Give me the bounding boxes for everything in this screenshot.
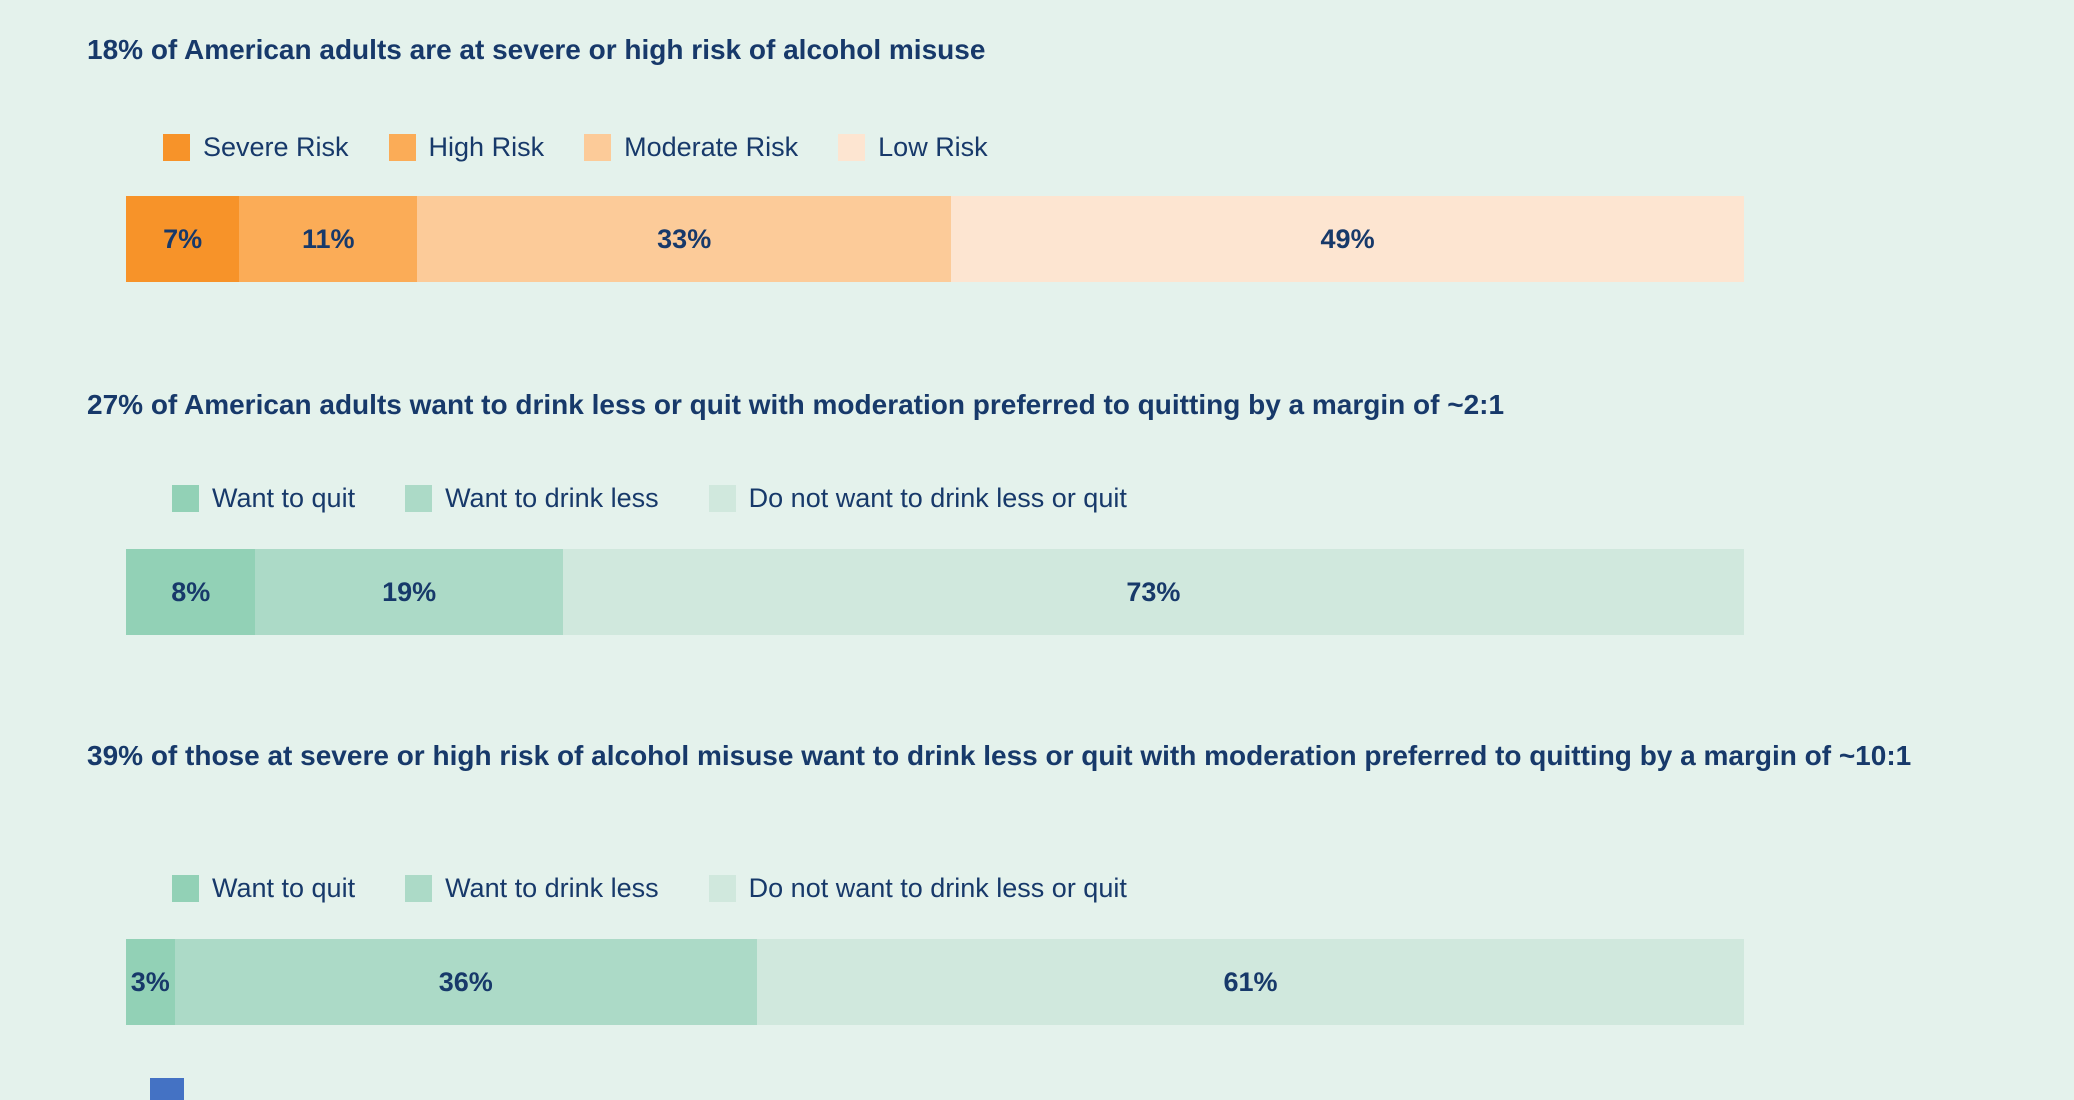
legend-item: Want to drink less (405, 483, 659, 514)
bar-segment: 7% (126, 196, 240, 282)
legend: Want to quit Want to drink less Do not wan… (172, 873, 1127, 904)
bar-segment: 8% (126, 549, 256, 635)
legend-swatch-icon (708, 875, 736, 902)
legend-swatch-icon (172, 485, 199, 512)
legend-item: High Risk (388, 132, 545, 163)
legend-swatch-icon (388, 134, 416, 161)
legend-item: Want to quit (172, 483, 355, 514)
stacked-bar: 8% 19% 73% (126, 549, 1744, 635)
legend-item: Low Risk (838, 132, 988, 163)
bar-segment-label: 7% (163, 223, 203, 254)
bar-segment-label: 61% (1223, 966, 1278, 997)
legend-label: Want to drink less (445, 483, 659, 513)
legend-item: Want to quit (172, 873, 355, 904)
bar-segment: 73% (562, 549, 1744, 635)
bar-segment: 11% (239, 196, 418, 282)
bar-segment-label: 73% (1126, 576, 1181, 607)
bar-segment-label: 3% (130, 966, 170, 997)
legend-label: Moderate Risk (624, 132, 799, 162)
stacked-bar: 3% 36% 61% (126, 939, 1744, 1025)
legend-item: Do not want to drink less or quit (708, 483, 1127, 514)
legend-item: Moderate Risk (584, 132, 798, 163)
legend-item: Want to drink less (405, 873, 659, 904)
bar-segment: 49% (951, 196, 1744, 282)
legend-label: Want to quit (212, 483, 356, 513)
bar-segment-label: 33% (657, 223, 712, 254)
legend-swatch-icon (708, 485, 736, 512)
legend-label: Severe Risk (203, 132, 349, 162)
legend-swatch-icon (584, 134, 612, 161)
bar-segment-label: 49% (1320, 223, 1375, 254)
legend-swatch-icon (163, 134, 190, 161)
legend-item: Severe Risk (163, 132, 349, 163)
legend: Severe Risk High Risk Moderate Risk Low Ris… (163, 132, 988, 163)
legend-swatch-icon (405, 485, 433, 512)
bar-segment-label: 8% (171, 576, 211, 607)
chart-title: 27% of American adults want to drink les… (87, 389, 1505, 420)
chart-title: 18% of American adults are at severe or … (87, 34, 986, 65)
legend-swatch-icon (405, 875, 433, 902)
legend-label: Want to drink less (445, 873, 659, 903)
bar-segment-label: 11% (301, 223, 355, 254)
legend-label: Want to quit (212, 873, 356, 903)
legend-swatch-icon (838, 134, 866, 161)
legend: Want to quit Want to drink less Do not wan… (172, 483, 1127, 514)
bar-segment: 3% (126, 939, 175, 1025)
chart-title: 39% of those at severe or high risk of a… (87, 740, 1912, 771)
bar-segment: 61% (757, 939, 1744, 1025)
bar-segment: 33% (417, 196, 952, 282)
bar-segment: 36% (174, 939, 757, 1025)
legend-item: Do not want to drink less or quit (708, 873, 1127, 904)
legend-label: Low Risk (878, 132, 988, 162)
bar-segment-label: 36% (438, 966, 493, 997)
stacked-bar: 7% 11% 33% 49% (126, 196, 1744, 282)
legend-label: High Risk (428, 132, 545, 162)
legend-label: Do not want to drink less or quit (748, 873, 1127, 903)
bar-segment-label: 19% (382, 576, 437, 607)
legend-label: Do not want to drink less or quit (748, 483, 1127, 513)
cropped-blue-element (150, 1078, 184, 1100)
legend-swatch-icon (172, 875, 199, 902)
bar-segment: 19% (255, 549, 563, 635)
